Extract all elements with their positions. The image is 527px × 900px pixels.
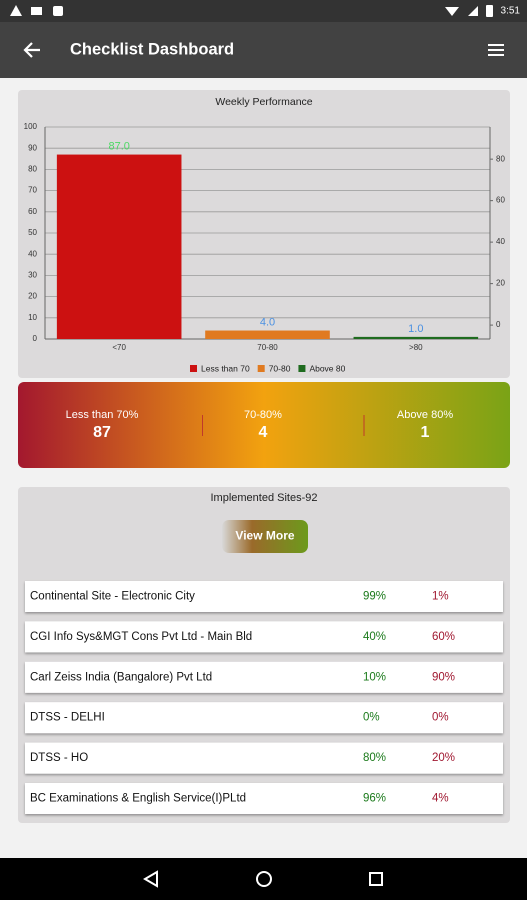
sites-card bbox=[18, 487, 510, 823]
site-pass: 96% bbox=[363, 793, 386, 805]
site-row[interactable] bbox=[25, 621, 503, 653]
nav-bar bbox=[0, 858, 527, 900]
legend-swatch bbox=[298, 365, 306, 372]
app-bar bbox=[0, 22, 527, 78]
summary: Less than 70% 87 70-80% 4 Above 80% 1 bbox=[66, 409, 454, 441]
summary-value: 4 bbox=[259, 424, 268, 441]
y2-tick-label: 0 bbox=[496, 320, 501, 329]
value-label: 87.0 bbox=[108, 140, 129, 152]
site-pass: 80% bbox=[363, 752, 386, 764]
nav-recents[interactable] bbox=[369, 872, 383, 886]
site-name: DTSS - DELHI bbox=[30, 712, 105, 724]
site-pass: 99% bbox=[363, 591, 386, 603]
site-fail: 1% bbox=[432, 591, 449, 603]
site-pass: 0% bbox=[363, 712, 380, 724]
site-name: DTSS - HO bbox=[30, 752, 88, 764]
y-tick-label: 90 bbox=[28, 143, 37, 152]
y2-tick-label: 60 bbox=[496, 196, 505, 205]
site-name: BC Examinations & English Service(I)PLtd bbox=[30, 793, 246, 805]
view-more-label[interactable]: View More bbox=[235, 529, 294, 543]
nav-home[interactable] bbox=[256, 871, 272, 887]
legend-label: Above 80 bbox=[309, 363, 345, 373]
status-icons bbox=[10, 5, 493, 17]
bar bbox=[353, 336, 479, 339]
x-tick-label: 70-80 bbox=[257, 343, 278, 352]
site-fail: 0% bbox=[432, 712, 449, 724]
y-tick-label: 40 bbox=[28, 249, 37, 258]
site-row[interactable] bbox=[25, 581, 503, 612]
nav-back[interactable] bbox=[143, 870, 158, 888]
y-tick-label: 30 bbox=[28, 271, 37, 280]
value-label: 4.0 bbox=[260, 316, 275, 328]
y-tick-label: 0 bbox=[33, 334, 38, 343]
y2-tick-label: 20 bbox=[496, 279, 505, 288]
summary-label: Above 80% bbox=[397, 409, 453, 421]
site-pass: 10% bbox=[363, 671, 386, 683]
site-pass: 40% bbox=[363, 631, 386, 643]
y-tick-label: 50 bbox=[28, 228, 37, 237]
status-time: 3:51 bbox=[501, 6, 521, 17]
bar bbox=[205, 330, 330, 339]
site-row[interactable] bbox=[25, 661, 503, 693]
x-tick-label: <70 bbox=[112, 343, 126, 352]
summary-label: Less than 70% bbox=[66, 409, 139, 421]
summary-value: 87 bbox=[93, 424, 111, 441]
sites-title: Implemented Sites-92 bbox=[211, 492, 318, 504]
site-name: Carl Zeiss India (Bangalore) Pvt Ltd bbox=[30, 671, 212, 683]
y2-tick-label: 80 bbox=[496, 154, 505, 163]
y-tick-label: 10 bbox=[28, 313, 37, 322]
site-fail: 20% bbox=[432, 752, 455, 764]
site-fail: 60% bbox=[432, 631, 455, 643]
back-button[interactable] bbox=[23, 42, 40, 58]
y-tick-label: 80 bbox=[28, 165, 37, 174]
legend-label: Less than 70 bbox=[201, 363, 250, 373]
status-bar bbox=[0, 0, 527, 22]
y-tick-label: 20 bbox=[28, 292, 37, 301]
site-fail: 90% bbox=[432, 671, 455, 683]
value-label: 1.0 bbox=[408, 323, 423, 335]
site-fail: 4% bbox=[432, 793, 449, 805]
site-list: Continental Site - Electronic City 99% 1% C… bbox=[25, 581, 503, 814]
site-row[interactable] bbox=[25, 783, 503, 814]
y-tick-label: 60 bbox=[28, 207, 37, 216]
site-name: CGI Info Sys&MGT Cons Pvt Ltd - Main Bld bbox=[30, 631, 252, 643]
site-name: Continental Site - Electronic City bbox=[30, 591, 195, 603]
legend-swatch bbox=[190, 365, 197, 372]
y-tick-label: 100 bbox=[24, 122, 38, 131]
app-title: Checklist Dashboard bbox=[70, 40, 234, 58]
summary-value: 1 bbox=[421, 424, 430, 441]
site-row[interactable] bbox=[25, 702, 503, 734]
legend-label: 70-80 bbox=[269, 363, 291, 373]
menu-button[interactable] bbox=[488, 44, 504, 56]
summary-band bbox=[18, 382, 510, 468]
legend-swatch bbox=[257, 365, 265, 372]
bar bbox=[56, 154, 182, 339]
summary-label: 70-80% bbox=[244, 409, 282, 421]
y-tick-label: 70 bbox=[28, 186, 37, 195]
y2-tick-label: 40 bbox=[496, 237, 505, 246]
chart-title: Weekly Performance bbox=[215, 96, 312, 108]
chart: 0 10 20 30 40 50 60 70 80 90 100 0 20 40 60 80 <70 87.0 70… bbox=[24, 122, 506, 373]
site-row[interactable] bbox=[25, 742, 503, 774]
view-more-button[interactable] bbox=[222, 520, 308, 553]
x-tick-label: >80 bbox=[409, 343, 423, 352]
